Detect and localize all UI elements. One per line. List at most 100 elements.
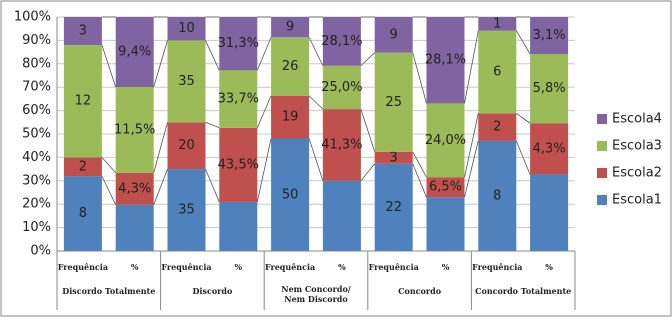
y-tick-label: 60%: [22, 103, 51, 118]
legend-label: Escola2: [612, 166, 662, 181]
bar-segment: [167, 40, 206, 123]
series-line: [101, 157, 116, 174]
series-line: [205, 121, 220, 129]
x-tick-label: Frequência: [161, 262, 211, 272]
data-label: 4,3%: [118, 181, 151, 196]
data-label: 35: [178, 74, 195, 89]
bar-segment: [63, 45, 102, 158]
bar-segment: [426, 17, 465, 104]
x-tick-label: Frequência: [472, 262, 522, 272]
bar-segment: [219, 201, 258, 251]
series-line: [360, 163, 376, 182]
data-label: 24,0%: [425, 133, 466, 148]
data-label: 2: [493, 120, 501, 135]
bar-segment: [271, 95, 310, 139]
data-label: 3: [390, 150, 398, 165]
data-label: 2: [79, 159, 87, 174]
bar-segment: [63, 17, 102, 46]
bar-segment: [271, 37, 310, 96]
bar-segment: [426, 197, 465, 251]
series-line: [464, 30, 479, 104]
bar-segment: [374, 163, 413, 251]
y-tick-label: 100%: [14, 10, 51, 25]
bar-segment: [322, 65, 361, 110]
legend-label: Escola1: [612, 193, 662, 208]
series-line: [256, 138, 272, 203]
series-line: [153, 40, 168, 88]
series-line: [153, 168, 168, 205]
data-label: 5,8%: [533, 81, 566, 96]
x-tick-label: %: [234, 262, 242, 272]
bar-segment: [374, 151, 413, 164]
data-label: 11,5%: [114, 122, 155, 137]
legend-swatch: [597, 141, 607, 151]
bar-segment: [167, 169, 206, 251]
data-label: 25,0%: [321, 80, 362, 95]
bar-segment: [374, 52, 413, 152]
y-tick-label: 30%: [22, 173, 51, 188]
bar-segment: [219, 17, 258, 71]
x-tick-label: Frequência: [265, 262, 315, 272]
series-line: [308, 37, 324, 66]
series-line: [256, 95, 272, 128]
series-line: [205, 168, 220, 203]
data-label: 20: [178, 138, 195, 153]
series-line: [101, 175, 117, 205]
series-line: [205, 40, 220, 71]
bar-segment: [478, 113, 517, 141]
bar-segment: [478, 30, 517, 114]
series-line: [464, 140, 479, 198]
series-line: [256, 37, 272, 71]
bar-segment: [271, 138, 310, 251]
data-label: 41,3%: [321, 137, 362, 152]
bar-segment: [63, 157, 102, 177]
x-tick-label: %: [545, 262, 553, 272]
data-label: 25: [385, 95, 402, 110]
series-line: [308, 138, 324, 181]
y-tick-label: 80%: [22, 56, 51, 71]
bar-segment: [271, 17, 310, 38]
legend-swatch: [597, 168, 607, 178]
series-line: [360, 108, 376, 152]
series-line: [515, 30, 531, 55]
bar-segment: [115, 172, 154, 205]
series-line: [308, 95, 324, 110]
bar-segment: [322, 109, 361, 181]
y-tick-label: 0%: [30, 244, 51, 259]
data-label: 22: [385, 200, 402, 215]
data-label: 6,5%: [429, 180, 462, 195]
series-line: [412, 163, 427, 198]
data-label: 3,1%: [533, 28, 566, 43]
x-tick-label: %: [442, 262, 450, 272]
data-label: 43,5%: [218, 157, 259, 172]
x-tick-label: Frequência: [369, 262, 419, 272]
bar-segment: [374, 17, 413, 53]
y-tick-label: 90%: [22, 33, 51, 48]
bar-segment: [167, 17, 206, 41]
bar-segment: [426, 103, 465, 178]
data-label: 8: [79, 206, 87, 221]
bar-segment: [530, 17, 569, 55]
series-line: [153, 122, 168, 173]
x-tick-label: %: [338, 262, 346, 272]
data-label: 35: [178, 203, 195, 218]
legend-label: Escola4: [612, 112, 662, 127]
bar-segment: [219, 127, 258, 202]
y-tick-label: 70%: [22, 80, 51, 95]
group-label: Discordo Totalmente: [62, 286, 155, 296]
group-label: Concordo Totalmente: [475, 286, 571, 296]
bar-segment: [478, 17, 517, 31]
data-label: 33,7%: [218, 92, 259, 107]
x-tick-label: %: [131, 262, 139, 272]
legend-label: Escola3: [612, 139, 662, 154]
bar-segment: [478, 140, 517, 251]
bar-segment: [322, 17, 361, 66]
series-line: [412, 52, 427, 104]
bar-segment: [322, 180, 361, 251]
data-label: 6: [493, 65, 501, 80]
group-label: Discordo: [192, 286, 232, 296]
bar-segment: [115, 17, 154, 88]
series-line: [516, 113, 531, 124]
data-label: 9: [286, 20, 294, 35]
